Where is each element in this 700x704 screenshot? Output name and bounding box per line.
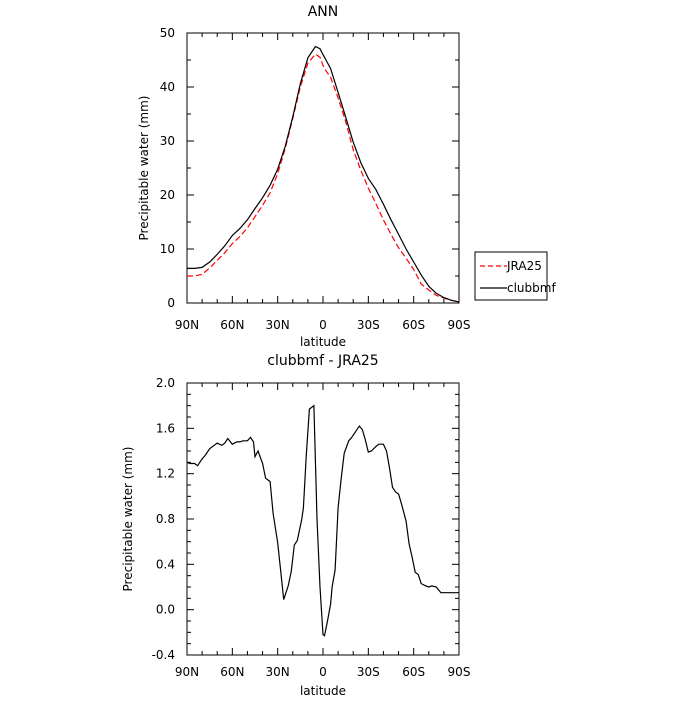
y-tick-label: 0.0 <box>156 603 175 617</box>
x-tick-label: 90N <box>175 665 199 679</box>
x-axis-label: latitude <box>300 335 346 349</box>
y-tick-label: 1.2 <box>156 467 175 481</box>
x-tick-label: 90S <box>448 318 471 332</box>
series-line-difference <box>186 404 459 637</box>
x-tick-label: 90S <box>448 665 471 679</box>
x-tick-label: 0 <box>319 318 327 332</box>
top-panel-annual-precipitable-water: ANN 90N 60N 30N 0 30S 60S 90S 0 10 20 30 40 50 latitud… <box>137 4 470 349</box>
y-axis-label: Precipitable water (mm) <box>121 447 135 592</box>
series-line-jra25 <box>187 53 460 303</box>
legend: JRA25 clubbmf <box>474 251 556 301</box>
y-tick-label: 30 <box>160 134 175 148</box>
chart-title: clubbmf - JRA25 <box>267 353 378 369</box>
legend-label-clubbmf: clubbmf <box>507 281 556 295</box>
plot-frame <box>186 32 460 304</box>
series-line-clubbmf <box>187 45 460 303</box>
y-tick-label: 1.6 <box>156 421 175 435</box>
x-tick-label: 30N <box>266 318 290 332</box>
y-tick-label: 0.4 <box>156 557 175 571</box>
x-axis-label: latitude <box>300 684 346 698</box>
y-tick-label: 2.0 <box>156 376 175 390</box>
bottom-panel-difference: clubbmf - JRA25 90N 60N 30N 0 30S 60S 90S -0.4 0.… <box>121 353 470 698</box>
plot-frame <box>186 382 460 656</box>
y-tick-label: 50 <box>160 26 175 40</box>
x-tick-label: 60S <box>402 318 425 332</box>
y-tick-label: -0.4 <box>152 648 175 662</box>
y-tick-label: 0.8 <box>156 512 175 526</box>
x-tick-label: 30S <box>357 665 380 679</box>
y-tick-label: 0 <box>167 296 175 310</box>
x-tick-label: 30S <box>357 318 380 332</box>
y-axis-label: Precipitable water (mm) <box>137 96 151 241</box>
x-tick-label: 60N <box>220 665 244 679</box>
y-tick-label: 40 <box>160 80 175 94</box>
y-tick-label: 20 <box>160 188 175 202</box>
legend-box <box>474 251 548 301</box>
legend-label-jra25: JRA25 <box>506 259 542 273</box>
x-tick-label: 30N <box>266 665 290 679</box>
x-tick-label: 60N <box>220 318 244 332</box>
y-tick-label: 10 <box>160 242 175 256</box>
chart-title: ANN <box>308 4 339 20</box>
x-tick-label: 60S <box>402 665 425 679</box>
x-tick-label: 90N <box>175 318 199 332</box>
x-tick-label: 0 <box>319 665 327 679</box>
